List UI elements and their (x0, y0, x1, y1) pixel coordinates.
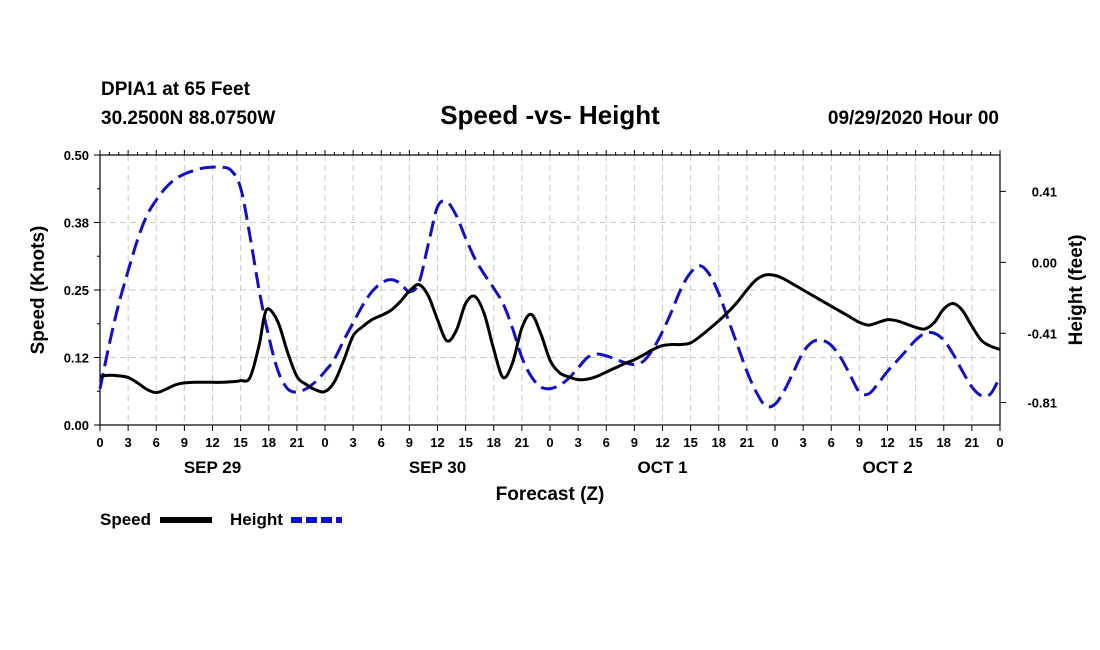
x-tick-label: 0 (96, 435, 103, 450)
y2-tick-label: -0.41 (1027, 326, 1057, 341)
x-axis-title: Forecast (Z) (496, 484, 605, 505)
x-tick-label: 21 (515, 435, 529, 450)
day-label: SEP 29 (184, 458, 241, 477)
axis-ticks (94, 150, 1006, 431)
day-label: OCT 1 (637, 458, 687, 477)
x-tick-label: 3 (800, 435, 807, 450)
y2-tick-label: 0.41 (1032, 184, 1057, 199)
x-tick-label: 21 (965, 435, 979, 450)
x-tick-label: 15 (458, 435, 472, 450)
x-tick-label: 12 (430, 435, 444, 450)
data-series (98, 165, 1002, 409)
run-time-label: 09/29/2020 Hour 00 (828, 108, 999, 129)
x-tick-label: 15 (683, 435, 697, 450)
y2-tick-label: -0.81 (1027, 396, 1057, 411)
x-tick-label: 3 (125, 435, 132, 450)
x-tick-label: 3 (575, 435, 582, 450)
x-tick-label: 12 (655, 435, 669, 450)
speed-line (99, 273, 1001, 395)
x-tick-label: 12 (880, 435, 894, 450)
y-tick-label: 0.12 (64, 351, 89, 366)
day-label: OCT 2 (862, 458, 912, 477)
height-line (98, 165, 1002, 409)
x-tick-label: 9 (181, 435, 188, 450)
axis-tick-labels: 0 3 6 9 12 15 18 21 0 3 6 9 12 15 18 21 0 3 6 9 12 15 18 21 0 3 6 9… (64, 148, 1057, 477)
day-label: SEP 30 (409, 458, 466, 477)
x-tick-label: 18 (487, 435, 501, 450)
x-tick-label: 9 (406, 435, 413, 450)
x-tick-label: 21 (290, 435, 304, 450)
x-tick-label: 18 (937, 435, 951, 450)
chart-title: Speed -vs- Height (440, 100, 660, 130)
x-tick-label: 12 (205, 435, 219, 450)
x-tick-label: 6 (603, 435, 610, 450)
x-tick-label: 9 (631, 435, 638, 450)
y-tick-label: 0.00 (64, 418, 89, 433)
x-tick-label: 18 (262, 435, 276, 450)
x-tick-label: 21 (740, 435, 754, 450)
x-tick-label: 0 (771, 435, 778, 450)
y-tick-label: 0.50 (64, 148, 89, 163)
y-axis-title: Speed (Knots) (28, 226, 49, 355)
legend-speed-label: Speed (100, 510, 151, 529)
grid-lines (100, 155, 1000, 425)
x-tick-label: 15 (233, 435, 247, 450)
y-tick-label: 0.38 (64, 216, 89, 231)
y-tick-label: 0.25 (64, 283, 89, 298)
x-tick-label: 6 (153, 435, 160, 450)
x-tick-label: 9 (856, 435, 863, 450)
x-tick-label: 0 (996, 435, 1003, 450)
y2-axis-title: Height (feet) (1066, 235, 1087, 346)
legend: Speed Height (100, 510, 342, 529)
x-tick-label: 15 (908, 435, 922, 450)
x-tick-label: 6 (828, 435, 835, 450)
legend-height-label: Height (230, 510, 283, 529)
x-tick-label: 3 (350, 435, 357, 450)
x-tick-label: 0 (321, 435, 328, 450)
coordinates-label: 30.2500N 88.0750W (101, 108, 275, 129)
station-label: DPIA1 at 65 Feet (101, 79, 251, 100)
x-tick-label: 6 (378, 435, 385, 450)
y2-tick-label: 0.00 (1032, 255, 1057, 270)
x-tick-label: 18 (712, 435, 726, 450)
x-tick-label: 0 (546, 435, 553, 450)
